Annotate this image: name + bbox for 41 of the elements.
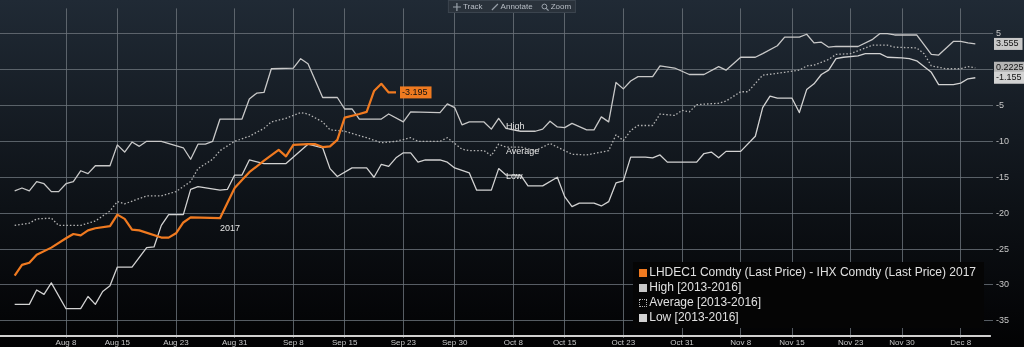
x-tick-label: Nov 23 [837, 338, 864, 347]
legend-label: LHDEC1 Comdty (Last Price) - IHX Comdty (Last Price) 2017 [649, 265, 976, 280]
x-tick-label: Aug 8 [55, 338, 77, 347]
legend-label: Low [2013-2016] [649, 310, 739, 325]
x-tick-label: Aug 23 [163, 338, 190, 347]
annotation: Average [506, 145, 540, 156]
legend-label: Average [2013-2016] [649, 295, 762, 310]
x-tick-label: Sep 8 [282, 338, 305, 347]
x-tick-label: Sep 30 [441, 338, 468, 347]
legend-label: High [2013-2016] [649, 280, 742, 295]
x-tick-label: Nov 30 [889, 338, 916, 347]
annotation: -1.155 [996, 72, 1022, 83]
annotation: Zoom [550, 2, 572, 11]
x-tick-label: Oct 23 [611, 338, 636, 347]
y-tick-label: -5 [996, 99, 1005, 110]
y-tick-label: -35 [996, 315, 1010, 326]
y-tick-label: -20 [996, 207, 1010, 218]
x-tick-label: Oct 8 [503, 338, 524, 347]
x-tick-label: Dec 8 [950, 338, 972, 347]
annotation: Track [462, 2, 483, 11]
x-tick-label: Nov 8 [730, 338, 752, 347]
y-tick-label: -25 [996, 243, 1010, 254]
annotation: 2017 [220, 223, 241, 234]
line-series [14, 44, 976, 227]
annotation: 3.555 [996, 38, 1019, 49]
x-tick-label: Aug 15 [104, 338, 131, 347]
x-tick-label: Sep 23 [390, 338, 417, 347]
x-tick-label: Aug 31 [221, 338, 248, 347]
annotation: Low [506, 170, 524, 181]
x-tick-label: Nov 15 [779, 338, 806, 347]
y-tick-label: -30 [996, 279, 1010, 290]
x-tick-label: Oct 31 [670, 338, 695, 347]
annotation: 0.2225 [996, 62, 1024, 73]
x-tick-label: Sep 15 [331, 338, 358, 347]
annotation: Annotate [500, 2, 533, 11]
y-tick-label: -10 [996, 135, 1010, 146]
data-label: -3.195 [402, 86, 428, 97]
annotation: High [506, 120, 525, 131]
x-tick-label: Oct 15 [552, 338, 577, 347]
y-tick-label: -15 [996, 171, 1010, 182]
y-tick-label: 5 [996, 28, 1002, 39]
